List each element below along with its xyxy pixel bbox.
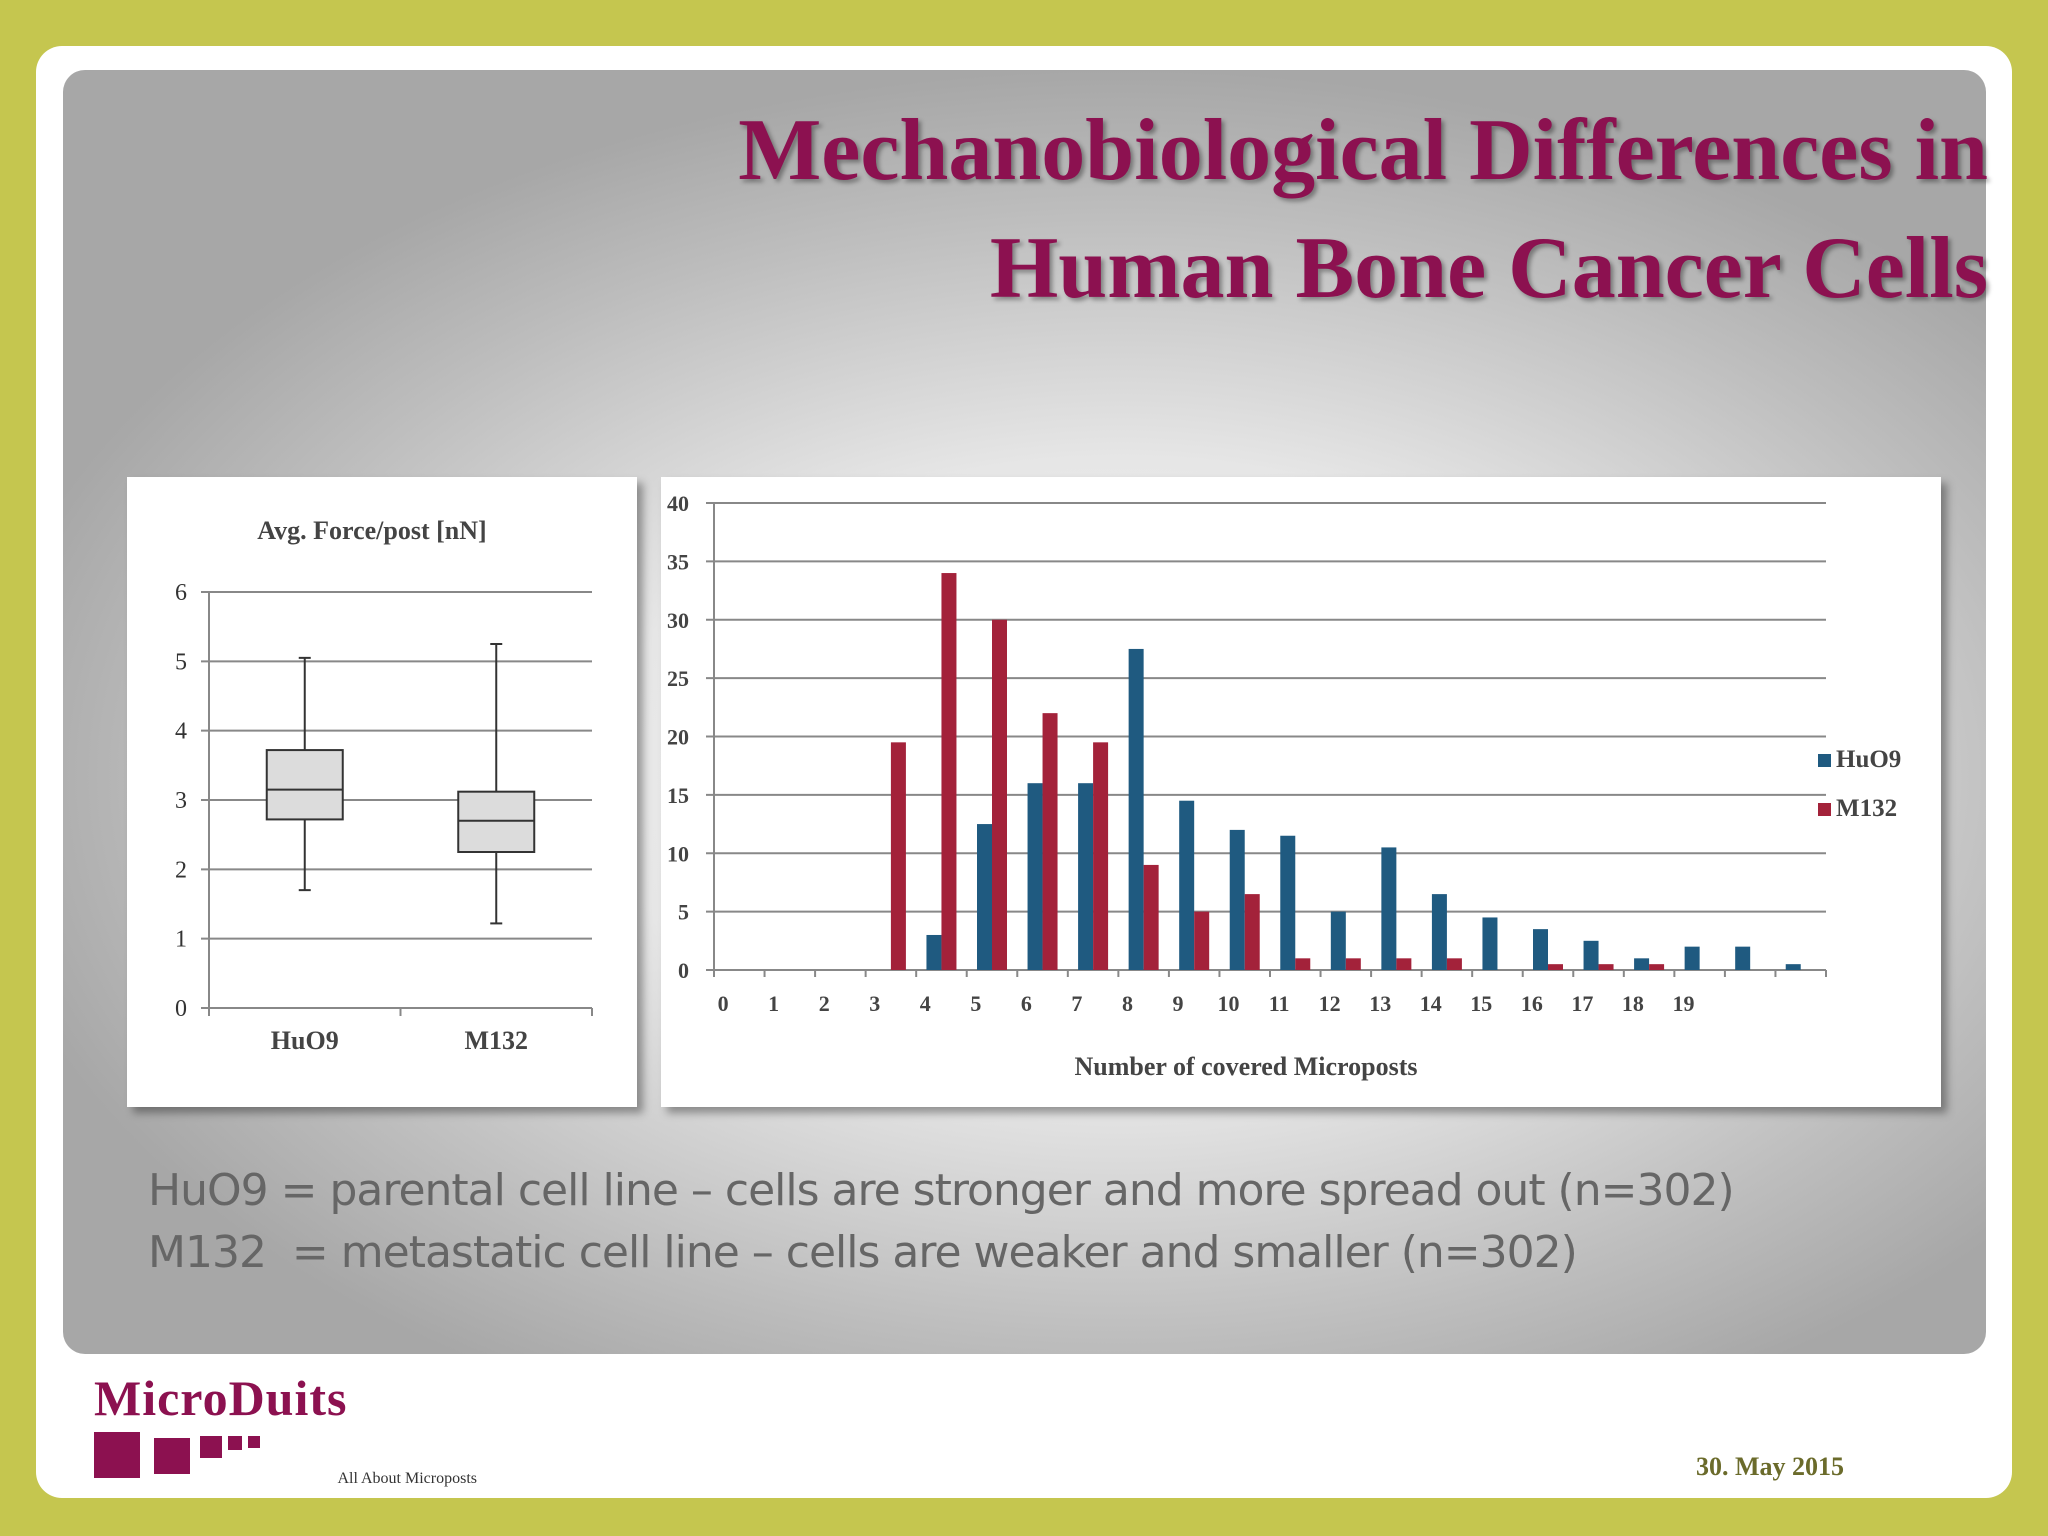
x-tick-label: HuO9 [271, 1026, 339, 1055]
bar-huo9-5 [977, 824, 992, 970]
bar-m132-14 [1446, 958, 1462, 970]
x-tick-label: 4 [920, 991, 931, 1016]
x-tick-label: 8 [1122, 991, 1133, 1016]
x-tick-label: 18 [1622, 991, 1644, 1016]
bar-m132-13 [1396, 958, 1412, 970]
legend-swatch-huo9 [1818, 754, 1831, 767]
bar-huo9-14 [1431, 894, 1447, 970]
x-tick-label: 15 [1470, 991, 1492, 1016]
x-tick-label: 9 [1173, 991, 1184, 1016]
x-tick-label: 3 [869, 991, 880, 1016]
caption-line-2: M132 = metastatic cell line – cells are … [148, 1227, 1578, 1278]
x-axis-title: Number of covered Microposts [1074, 1052, 1417, 1081]
caption: HuO9 = parental cell line – cells are st… [148, 1160, 1735, 1284]
bar-huo9-15 [1482, 917, 1498, 970]
bar-huo9-8 [1128, 648, 1144, 970]
bar-m132-4 [941, 573, 957, 970]
x-tick-label: 12 [1319, 991, 1341, 1016]
legend-label-m132: M132 [1836, 795, 1897, 822]
box-m132 [457, 790, 536, 853]
y-tick-label: 5 [175, 649, 187, 675]
boxplot-title: Avg. Force/post [nN] [257, 516, 486, 545]
box-huo9 [265, 749, 344, 821]
microduits-logo: MicroDuits All About Microposts [94, 1370, 477, 1487]
bar-huo9-7 [1078, 783, 1094, 970]
boxplot-panel: Avg. Force/post [nN] 0 1 2 3 4 5 6 HuO9 M132 [127, 477, 637, 1107]
x-tick-label: 7 [1071, 991, 1082, 1016]
bar-m132-17 [1598, 964, 1614, 970]
logo-square-3 [200, 1436, 222, 1458]
bar-huo9-20 [1735, 946, 1751, 970]
force-boxplot: Avg. Force/post [nN] 0 1 2 3 4 5 6 HuO9 M132 [175, 516, 593, 1055]
y-tick-label: 30 [667, 608, 689, 633]
bar-m132-11 [1295, 958, 1311, 970]
logo-square-1 [94, 1432, 140, 1478]
bar-m132-9 [1194, 911, 1210, 970]
y-tick-label: 40 [667, 491, 689, 516]
x-tick-label: M132 [464, 1026, 528, 1055]
slide-date: 30. May 2015 [1696, 1452, 1845, 1481]
x-tick-label: 14 [1420, 991, 1442, 1016]
bar-m132-7 [1093, 742, 1109, 970]
x-tick-label: 0 [718, 991, 729, 1016]
x-tick-label: 5 [970, 991, 981, 1016]
bar-huo9-13 [1381, 847, 1397, 970]
y-tick-label: 20 [667, 725, 689, 750]
bar-huo9-16 [1533, 929, 1548, 970]
y-tick-label: 5 [678, 900, 689, 925]
logo-square-5 [248, 1436, 260, 1448]
slide-title: Mechanobiological Differences in Human B… [738, 92, 1988, 328]
bar-huo9-21 [1785, 964, 1801, 970]
bar-m132-3 [890, 742, 906, 970]
bar-m132-5 [992, 619, 1007, 970]
bar-m132-10 [1244, 894, 1260, 970]
logo-wordmark: MicroDuits [94, 1370, 347, 1426]
bar-huo9-17 [1583, 940, 1599, 970]
bar-huo9-6 [1027, 783, 1043, 970]
bar-m132-6 [1042, 713, 1058, 970]
y-tick-label: 6 [175, 580, 187, 606]
x-tick-label: 1 [768, 991, 779, 1016]
legend-swatch-m132 [1818, 803, 1831, 816]
y-tick-label: 25 [667, 666, 689, 691]
y-tick-label: 15 [667, 783, 689, 808]
x-tick-label: 19 [1672, 991, 1694, 1016]
y-tick-label: 2 [175, 857, 187, 883]
logo-square-4 [228, 1436, 242, 1450]
x-tick-label: 2 [819, 991, 830, 1016]
title-line-1: Mechanobiological Differences in [738, 102, 1988, 199]
logo-tagline: All About Microposts [337, 1470, 477, 1487]
y-tick-label: 4 [175, 719, 187, 745]
caption-line-1: HuO9 = parental cell line – cells are st… [148, 1165, 1735, 1216]
x-tick-label: 6 [1021, 991, 1032, 1016]
legend-label-huo9: HuO9 [1836, 746, 1901, 773]
bar-huo9-11 [1280, 835, 1296, 970]
x-tick-label: 17 [1571, 991, 1593, 1016]
logo-square-2 [154, 1438, 190, 1474]
y-tick-label: 10 [667, 841, 689, 866]
x-tick-label: 16 [1521, 991, 1543, 1016]
x-tick-label: 13 [1369, 991, 1391, 1016]
bar-m132-16 [1548, 964, 1563, 970]
y-tick-label: 1 [175, 927, 187, 953]
bar-huo9-18 [1634, 958, 1650, 970]
bar-huo9-19 [1684, 946, 1700, 970]
bar-huo9-4 [926, 934, 942, 970]
bar-huo9-10 [1229, 829, 1245, 970]
bar-m132-8 [1143, 864, 1159, 970]
title-line-2: Human Bone Cancer Cells [989, 220, 1988, 317]
bar-huo9-9 [1179, 800, 1195, 970]
y-tick-label: 0 [678, 958, 689, 983]
y-tick-label: 0 [175, 996, 187, 1022]
bar-m132-18 [1649, 964, 1665, 970]
bar-huo9-12 [1330, 911, 1346, 970]
histogram-panel: 0 5 10 15 20 25 30 35 40 0 1 2 3 4 5 6 7 8 9 10 11 12 13 14 15 16… [661, 477, 1941, 1107]
y-tick-label: 3 [175, 788, 187, 814]
bar-m132-12 [1345, 958, 1361, 970]
x-tick-label: 11 [1269, 991, 1290, 1016]
x-tick-label: 10 [1218, 991, 1240, 1016]
y-tick-label: 35 [667, 549, 689, 574]
